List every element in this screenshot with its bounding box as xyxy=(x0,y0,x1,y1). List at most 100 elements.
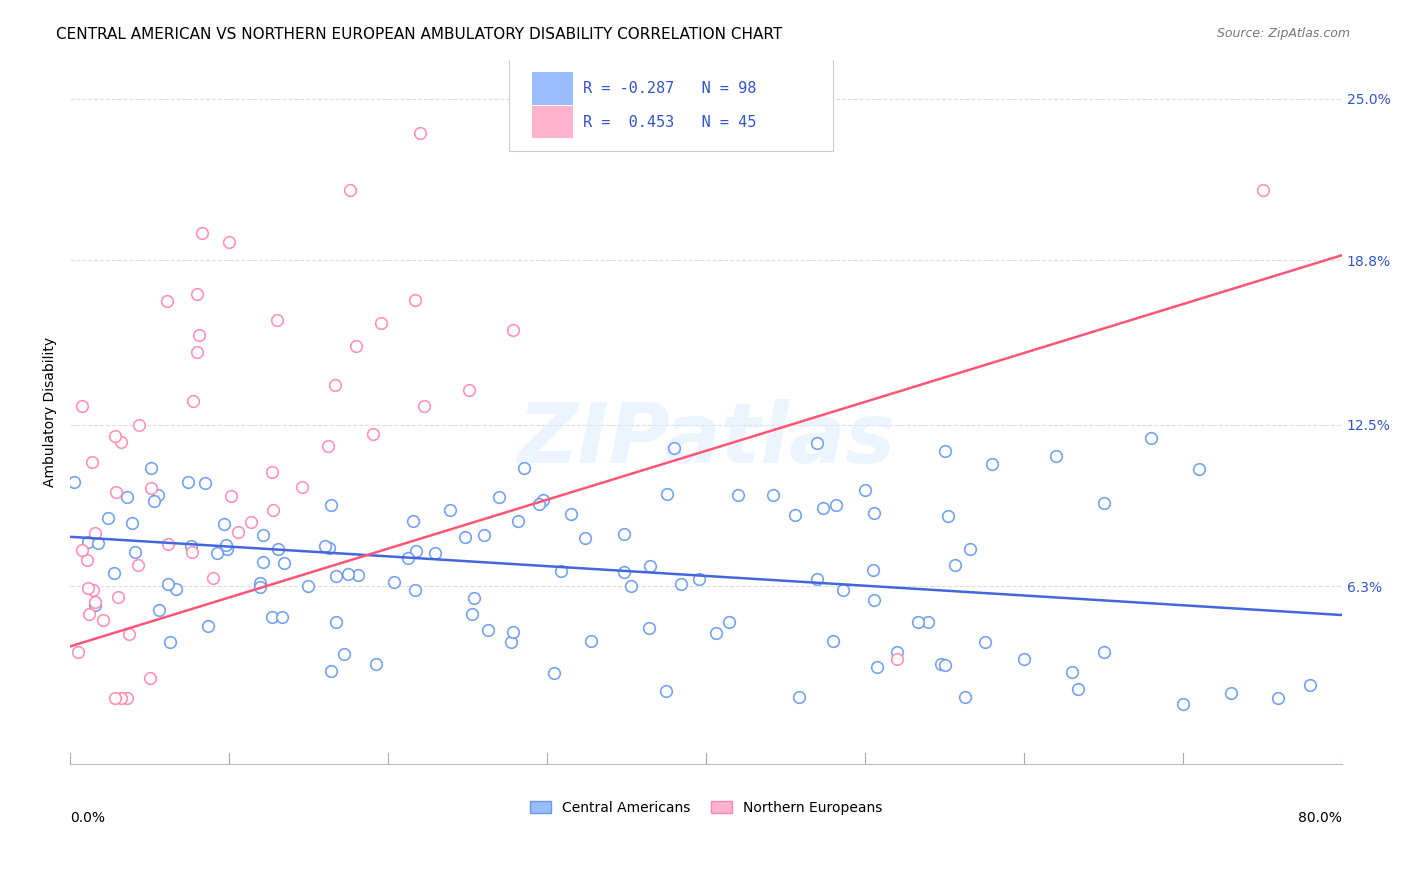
Point xyxy=(252,555,274,569)
Point xyxy=(215,538,238,552)
Point xyxy=(117,491,139,505)
Point xyxy=(316,440,339,454)
Text: Source: ZipAtlas.com: Source: ZipAtlas.com xyxy=(1216,27,1350,40)
Point xyxy=(201,571,224,585)
Point xyxy=(104,691,127,706)
Point xyxy=(831,583,853,598)
Point xyxy=(325,569,347,583)
FancyBboxPatch shape xyxy=(531,106,572,138)
Point xyxy=(181,545,204,559)
Point xyxy=(981,457,1004,471)
Point xyxy=(127,558,149,572)
Point xyxy=(638,559,661,574)
Point xyxy=(273,556,295,570)
Point xyxy=(863,507,886,521)
Point xyxy=(1267,691,1289,706)
Point xyxy=(146,488,169,502)
Point xyxy=(1012,652,1035,666)
Point xyxy=(325,615,347,629)
Point xyxy=(382,575,405,590)
Point xyxy=(157,537,180,551)
Point xyxy=(314,539,336,553)
Point xyxy=(186,287,208,301)
Point xyxy=(84,595,107,609)
Point xyxy=(811,500,834,515)
Point xyxy=(654,684,676,698)
Point xyxy=(404,582,426,597)
Point xyxy=(363,426,385,441)
Point xyxy=(205,546,228,560)
Point xyxy=(186,345,208,359)
Point xyxy=(104,484,127,499)
Point xyxy=(727,488,749,502)
Point xyxy=(613,527,636,541)
Point xyxy=(159,635,181,649)
Point xyxy=(103,566,125,581)
Y-axis label: Ambulatory Disability: Ambulatory Disability xyxy=(44,336,58,487)
Point xyxy=(671,576,693,591)
Point xyxy=(366,657,388,671)
Point xyxy=(67,645,90,659)
Point xyxy=(862,592,884,607)
Point xyxy=(409,126,432,140)
Point xyxy=(87,536,110,550)
Point xyxy=(1251,183,1274,197)
Point xyxy=(215,541,238,556)
Point xyxy=(1060,665,1083,680)
Point xyxy=(688,573,710,587)
Point xyxy=(370,317,392,331)
Point xyxy=(574,531,596,545)
Point xyxy=(1092,644,1115,658)
Point xyxy=(165,582,187,597)
Point xyxy=(405,543,427,558)
Point xyxy=(118,627,141,641)
Point xyxy=(886,652,908,666)
Text: R =  0.453   N = 45: R = 0.453 N = 45 xyxy=(583,115,756,129)
Point xyxy=(929,657,952,671)
Point xyxy=(218,235,240,249)
Point xyxy=(262,465,284,479)
Point xyxy=(907,615,929,629)
Point xyxy=(142,494,165,508)
Point xyxy=(404,293,426,307)
Text: 80.0%: 80.0% xyxy=(1298,811,1341,824)
Point xyxy=(866,660,889,674)
Point xyxy=(862,563,884,577)
Point xyxy=(260,610,283,624)
Point xyxy=(83,526,105,541)
Point xyxy=(943,558,966,572)
FancyBboxPatch shape xyxy=(509,56,834,151)
Point xyxy=(613,565,636,579)
Point xyxy=(325,377,347,392)
Point xyxy=(181,394,204,409)
Point xyxy=(579,633,602,648)
Point xyxy=(413,399,436,413)
Point xyxy=(180,539,202,553)
Point xyxy=(886,644,908,658)
Point xyxy=(502,624,524,639)
Point xyxy=(853,483,876,497)
Point xyxy=(139,460,162,475)
Point xyxy=(333,647,356,661)
Point xyxy=(543,665,565,680)
Text: R = -0.287   N = 98: R = -0.287 N = 98 xyxy=(583,81,756,96)
Point xyxy=(472,527,495,541)
Text: CENTRAL AMERICAN VS NORTHERN EUROPEAN AMBULATORY DISABILITY CORRELATION CHART: CENTRAL AMERICAN VS NORTHERN EUROPEAN AM… xyxy=(56,27,783,42)
FancyBboxPatch shape xyxy=(531,72,572,104)
Point xyxy=(550,564,572,578)
Point xyxy=(252,528,274,542)
Point xyxy=(124,545,146,559)
Point xyxy=(1171,697,1194,711)
Point xyxy=(63,475,86,489)
Point xyxy=(825,498,848,512)
Point xyxy=(148,603,170,617)
Point xyxy=(1140,431,1163,445)
Point xyxy=(80,455,103,469)
Point xyxy=(396,551,419,566)
Point xyxy=(513,460,536,475)
Point xyxy=(226,524,249,539)
Point xyxy=(439,503,461,517)
Point xyxy=(197,619,219,633)
Point xyxy=(121,516,143,530)
Point xyxy=(249,580,271,594)
